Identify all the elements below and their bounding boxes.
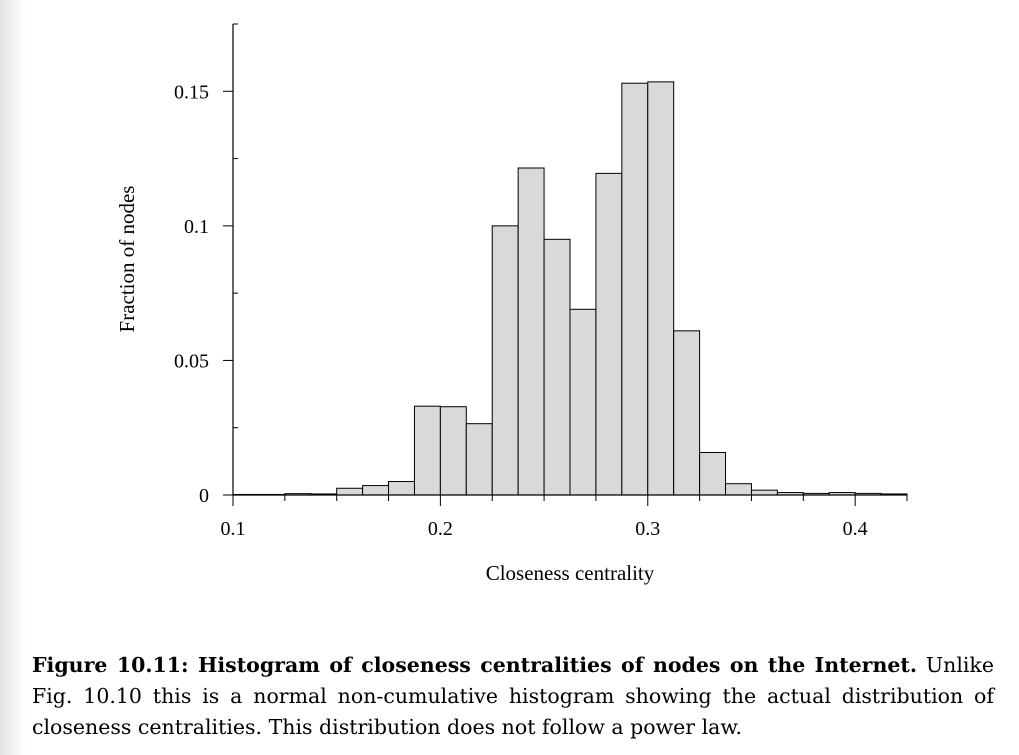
tick-labels-group: 0 0.05 0.1 0.15 0.1 0.2 0.3 0.4	[174, 81, 868, 540]
histogram-bar	[336, 487, 364, 496]
y-axis-label: Fraction of nodes	[115, 186, 139, 333]
histogram-bar	[595, 172, 623, 496]
histogram-bar	[465, 423, 493, 496]
histogram-bar	[725, 483, 752, 496]
y-tick-label: 0.05	[174, 350, 209, 372]
histogram-bar	[517, 167, 545, 496]
page-edge-shadow	[0, 0, 26, 755]
histogram-bar	[750, 489, 778, 496]
x-tick-label: 0.1	[221, 518, 246, 540]
x-tick-label: 0.4	[843, 518, 868, 540]
histogram-bar	[491, 225, 519, 496]
axes-group	[223, 23, 908, 506]
y-tick-label: 0.15	[174, 81, 209, 103]
x-tick-label: 0.2	[428, 518, 453, 540]
histogram-bar	[621, 82, 649, 496]
y-tick-label: 0	[199, 485, 209, 507]
caption-label: Figure 10.11: Histogram of closeness cen…	[32, 653, 918, 677]
bars-group	[232, 81, 908, 496]
histogram-chart: 0 0.05 0.1 0.15 0.1 0.2 0.3 0.4 Closeness centr…	[115, 23, 908, 585]
caption-text: Unlike Fig. 10.10 this is a normal non-c…	[32, 653, 994, 739]
histogram-bar	[362, 485, 390, 496]
histogram-bar	[699, 451, 727, 496]
y-tick-label: 0.1	[184, 216, 209, 238]
histogram-bar	[388, 481, 415, 496]
histogram-bar	[647, 81, 675, 496]
x-axis-label: Closeness centrality	[486, 561, 655, 585]
x-tick-label: 0.3	[635, 518, 660, 540]
histogram-bar	[439, 406, 467, 496]
figure-caption: Figure 10.11: Histogram of closeness cen…	[32, 650, 994, 743]
histogram-bar	[569, 308, 597, 496]
histogram-bar	[543, 238, 571, 496]
histogram-bar	[413, 405, 441, 496]
histogram-bar	[673, 330, 701, 496]
